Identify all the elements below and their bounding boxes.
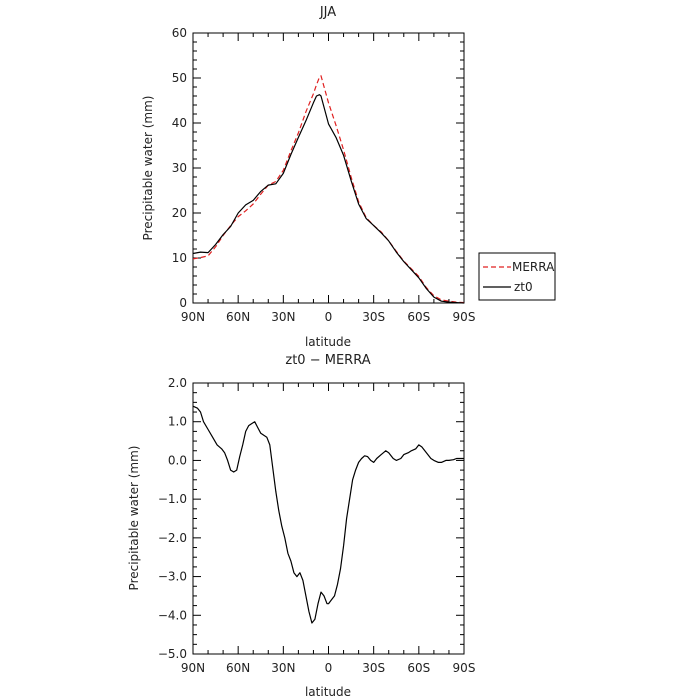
y-tick-label: 30 <box>172 161 187 175</box>
top-series <box>192 75 465 304</box>
x-tick-label: 90N <box>181 661 205 675</box>
x-tick-label: 30N <box>271 310 295 324</box>
y-tick-label: −2.0 <box>158 531 187 545</box>
bottom-series <box>192 405 464 624</box>
bottom-x-axis-label: latitude <box>305 685 351 699</box>
y-tick-label: 20 <box>172 206 187 220</box>
bottom-plot-frame <box>192 382 465 655</box>
x-tick-label: 90S <box>453 661 476 675</box>
legend: MERRA zt0 <box>478 252 556 301</box>
x-tick-label: 90N <box>181 310 205 324</box>
x-tick-label: 60N <box>226 661 250 675</box>
x-tick-label: 30N <box>271 661 295 675</box>
top-y-ticks: 0 10 20 30 40 50 60 <box>172 26 464 310</box>
top-y-axis-label: Precipitable water (mm) <box>141 96 155 241</box>
x-tick-label: 60S <box>407 310 430 324</box>
x-tick-label: 30S <box>362 661 385 675</box>
bottom-chart-title: zt0 − MERRA <box>285 353 370 368</box>
bottom-panel: zt0 − MERRA 90N 60N 30N 0 30S 60S 90S 2.0 1.0 0.… <box>127 353 475 699</box>
legend-label-merra: MERRA <box>512 260 555 274</box>
y-tick-label: −5.0 <box>158 647 187 661</box>
x-tick-label: 60N <box>226 310 250 324</box>
y-tick-label: −3.0 <box>158 570 187 584</box>
y-tick-label: −1.0 <box>158 492 187 506</box>
top-x-ticks: 90N 60N 30N 0 30S 60S 90S <box>181 33 476 324</box>
y-tick-label: 0 <box>179 296 187 310</box>
top-panel: JJA 90N 60N 30N 0 30S 60S 90S 0 10 20 30 40 50 60 la… <box>141 5 475 349</box>
series-line-diff <box>192 405 464 624</box>
y-tick-label: 2.0 <box>168 376 187 390</box>
bottom-y-ticks: 2.0 1.0 0.0 −1.0 −2.0 −3.0 −4.0 −5.0 <box>158 376 464 661</box>
y-tick-label: 0.0 <box>168 453 187 467</box>
x-tick-label: 0 <box>325 310 333 324</box>
series-line-zt0 <box>192 94 465 304</box>
legend-box <box>478 252 556 301</box>
bottom-y-axis-label: Precipitable water (mm) <box>127 446 141 591</box>
y-tick-label: 60 <box>172 26 187 40</box>
y-tick-label: 1.0 <box>168 415 187 429</box>
top-chart-title: JJA <box>319 5 336 20</box>
bottom-x-ticks: 90N 60N 30N 0 30S 60S 90S <box>181 383 476 675</box>
y-tick-label: 50 <box>172 71 187 85</box>
x-tick-label: 60S <box>407 661 430 675</box>
y-tick-label: −4.0 <box>158 608 187 622</box>
top-x-axis-label: latitude <box>305 335 351 349</box>
legend-label-zt0: zt0 <box>514 280 533 294</box>
y-tick-label: 10 <box>172 251 187 265</box>
x-tick-label: 0 <box>325 661 333 675</box>
y-tick-label: 40 <box>172 116 187 130</box>
top-plot-frame <box>192 32 465 304</box>
x-tick-label: 90S <box>453 310 476 324</box>
series-line-merra <box>192 75 465 304</box>
x-tick-label: 30S <box>362 310 385 324</box>
